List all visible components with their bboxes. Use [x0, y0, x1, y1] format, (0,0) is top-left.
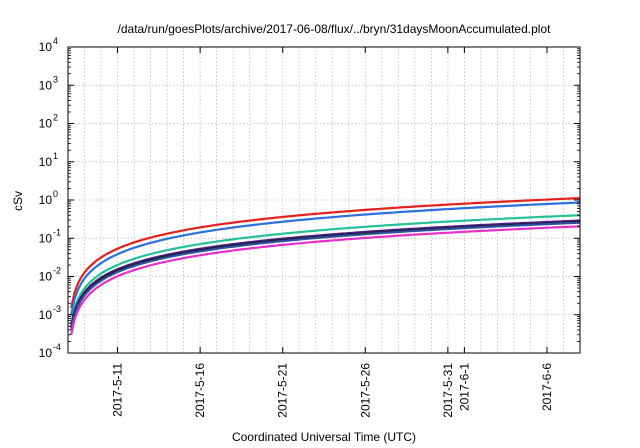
- grid: [68, 47, 580, 353]
- series-line-6: [70, 221, 581, 331]
- y-tick-label: 10 -1: [39, 227, 61, 245]
- y-tick-exponent: 3: [53, 74, 58, 84]
- y-tick-base: 10: [39, 193, 53, 207]
- y-tick-label: 10 2: [39, 113, 58, 131]
- y-tick-label: 10 3: [39, 74, 58, 92]
- series-line-4: [70, 219, 581, 327]
- x-tick-label: 2017-5-31: [441, 363, 455, 418]
- y-tick-base: 10: [39, 155, 53, 169]
- x-axis: 2017-5-11 2017-5-16 2017-5-21 2017-5-26 2017…: [111, 47, 554, 418]
- y-tick-label: 10 1: [39, 151, 58, 169]
- y-tick-base: 10: [39, 40, 53, 54]
- y-tick-label: 10 -2: [39, 266, 61, 284]
- x-tick-label: 2017-5-11: [111, 363, 125, 417]
- series-line-1: [70, 197, 581, 309]
- y-tick-base: 10: [39, 117, 53, 131]
- y-tick-base: 10: [39, 270, 53, 284]
- y-tick-base: 10: [39, 308, 53, 322]
- series-lines: [70, 197, 581, 336]
- x-tick-label: 2017-5-26: [358, 363, 372, 418]
- y-tick-exponent: 1: [53, 151, 58, 161]
- x-axis-label: Coordinated Universal Time (UTC): [232, 430, 416, 444]
- y-tick-label: 10 -4: [39, 342, 61, 360]
- series-line-3: [70, 214, 581, 324]
- y-tick-exponent: 2: [53, 113, 58, 123]
- x-tick-label: 2017-6-1: [457, 363, 471, 411]
- x-tick-label: 2017-5-16: [193, 363, 207, 418]
- y-tick-base: 10: [39, 231, 53, 245]
- y-tick-label: 10 0: [39, 189, 58, 207]
- y-axis-label: cSv: [11, 191, 25, 211]
- y-tick-base: 10: [39, 78, 53, 92]
- y-tick-exponent: -2: [53, 266, 61, 276]
- y-tick-exponent: -3: [53, 304, 61, 314]
- x-tick-label: 2017-5-21: [276, 363, 290, 418]
- y-tick-base: 10: [39, 346, 53, 360]
- series-line-7: [70, 225, 581, 336]
- y-tick-exponent: 4: [53, 36, 58, 46]
- chart-title: /data/run/goesPlots/archive/2017-06-08/f…: [118, 22, 552, 36]
- series-line-2: [70, 201, 581, 316]
- y-tick-label: 10 -3: [39, 304, 61, 322]
- x-tick-label: 2017-6-6: [540, 363, 554, 411]
- y-tick-exponent: -1: [53, 227, 61, 237]
- y-tick-exponent: 0: [53, 189, 58, 199]
- y-tick-exponent: -4: [53, 342, 61, 352]
- y-tick-label: 10 4: [39, 36, 58, 54]
